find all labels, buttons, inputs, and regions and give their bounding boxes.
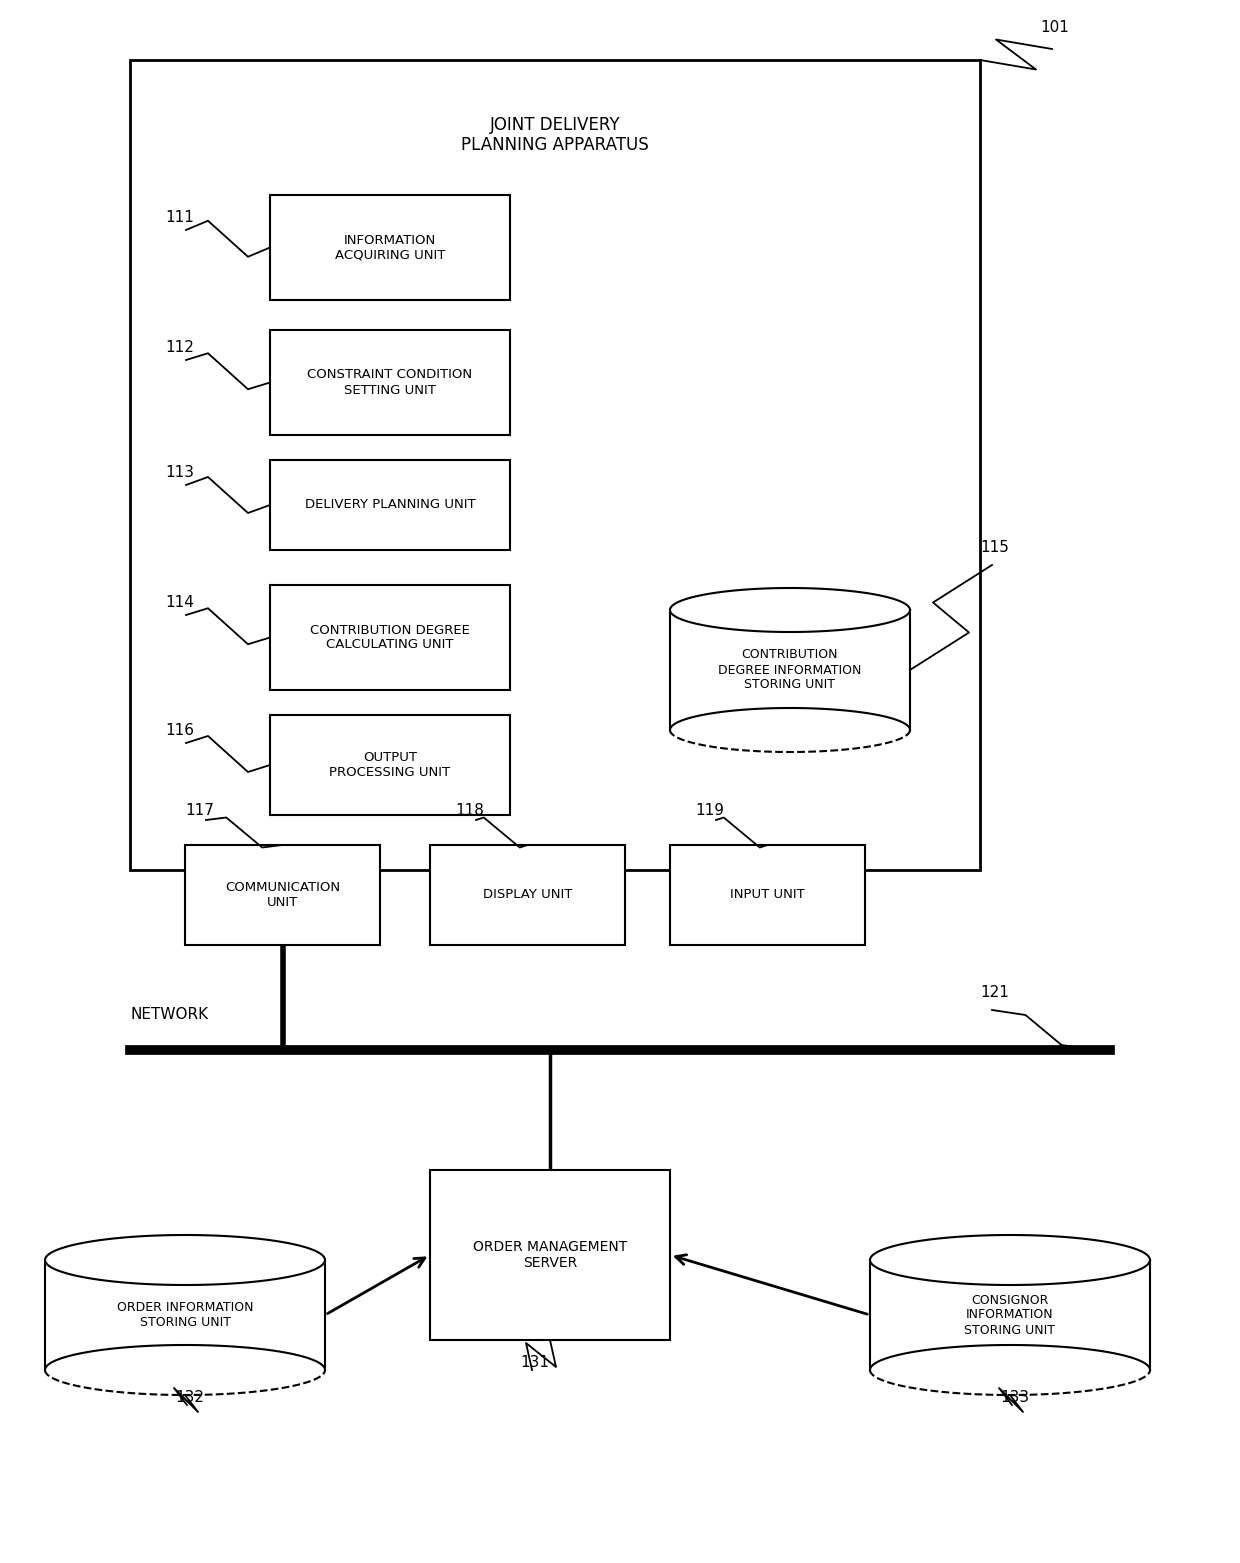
Polygon shape xyxy=(670,708,910,752)
Polygon shape xyxy=(670,610,910,730)
Text: CONSTRAINT CONDITION
SETTING UNIT: CONSTRAINT CONDITION SETTING UNIT xyxy=(308,369,472,397)
Bar xyxy=(185,846,379,946)
Text: 101: 101 xyxy=(1040,20,1069,34)
Bar xyxy=(270,714,510,814)
Text: CONTRIBUTION
DEGREE INFORMATION
STORING UNIT: CONTRIBUTION DEGREE INFORMATION STORING … xyxy=(718,649,862,691)
Text: 112: 112 xyxy=(165,341,193,355)
Bar xyxy=(430,846,625,946)
Polygon shape xyxy=(45,1346,325,1396)
Text: ORDER MANAGEMENT
SERVER: ORDER MANAGEMENT SERVER xyxy=(472,1239,627,1271)
Bar xyxy=(270,460,510,550)
Bar xyxy=(270,195,510,300)
Text: 113: 113 xyxy=(165,466,193,480)
Text: 118: 118 xyxy=(455,803,484,817)
Polygon shape xyxy=(870,1235,1149,1285)
Text: 133: 133 xyxy=(999,1390,1029,1405)
Text: INPUT UNIT: INPUT UNIT xyxy=(730,888,805,902)
Text: 119: 119 xyxy=(694,803,724,817)
Text: OUTPUT
PROCESSING UNIT: OUTPUT PROCESSING UNIT xyxy=(330,750,450,778)
Bar xyxy=(430,1171,670,1339)
Text: COMMUNICATION
UNIT: COMMUNICATION UNIT xyxy=(224,882,340,910)
Text: 114: 114 xyxy=(165,596,193,610)
Text: CONTRIBUTION DEGREE
CALCULATING UNIT: CONTRIBUTION DEGREE CALCULATING UNIT xyxy=(310,624,470,652)
Text: 115: 115 xyxy=(980,539,1009,555)
Text: NETWORK: NETWORK xyxy=(130,1007,208,1022)
Text: CONSIGNOR
INFORMATION
STORING UNIT: CONSIGNOR INFORMATION STORING UNIT xyxy=(965,1294,1055,1336)
Text: DISPLAY UNIT: DISPLAY UNIT xyxy=(482,888,572,902)
Text: ORDER INFORMATION
STORING UNIT: ORDER INFORMATION STORING UNIT xyxy=(117,1300,253,1329)
Text: 111: 111 xyxy=(165,209,193,225)
Polygon shape xyxy=(45,1260,325,1371)
Text: 117: 117 xyxy=(185,803,213,817)
Polygon shape xyxy=(670,588,910,631)
Bar xyxy=(130,59,980,871)
Text: 121: 121 xyxy=(980,985,1009,1000)
Polygon shape xyxy=(870,1260,1149,1371)
Text: DELIVERY PLANNING UNIT: DELIVERY PLANNING UNIT xyxy=(305,499,475,511)
Text: JOINT DELIVERY
PLANNING APPARATUS: JOINT DELIVERY PLANNING APPARATUS xyxy=(461,116,649,155)
Polygon shape xyxy=(870,1346,1149,1396)
Bar xyxy=(670,846,866,946)
Text: 132: 132 xyxy=(175,1390,205,1405)
Polygon shape xyxy=(45,1235,325,1285)
Bar xyxy=(270,330,510,435)
Text: INFORMATION
ACQUIRING UNIT: INFORMATION ACQUIRING UNIT xyxy=(335,233,445,261)
Text: 116: 116 xyxy=(165,724,193,738)
Text: 131: 131 xyxy=(520,1355,549,1371)
Bar xyxy=(270,585,510,689)
